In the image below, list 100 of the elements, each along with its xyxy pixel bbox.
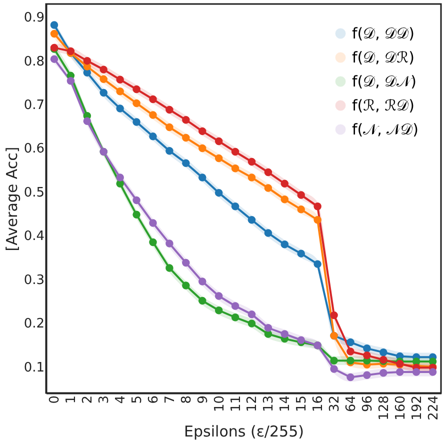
point: [248, 320, 256, 328]
point: [280, 240, 289, 248]
point: [380, 369, 388, 377]
point: [100, 66, 108, 74]
legend-label: f(ℛ, ℛ𝒟): [352, 96, 414, 114]
x-tick-label: 224: [426, 396, 442, 420]
point: [231, 202, 240, 210]
point: [314, 202, 322, 210]
point: [231, 302, 240, 310]
point: [149, 95, 157, 104]
x-tick-label: 3: [97, 396, 112, 404]
point: [198, 144, 206, 152]
x-tick-label: 4: [114, 396, 129, 404]
point: [132, 85, 140, 94]
x-tick-label: 14: [278, 396, 294, 412]
x-tick-label: 128: [376, 396, 392, 420]
point: [198, 278, 206, 286]
point: [214, 154, 223, 162]
point: [116, 174, 124, 182]
x-tick-label: 12: [245, 396, 260, 412]
point: [396, 368, 404, 376]
point: [198, 127, 206, 136]
y-tick-label: 0.5: [24, 185, 44, 200]
x-tick-label: 5: [130, 396, 146, 404]
point: [116, 76, 124, 84]
x-tick-label: 11: [228, 396, 244, 412]
point: [248, 216, 256, 224]
point: [280, 330, 289, 338]
point: [132, 118, 140, 126]
y-axis-title: [Average Acc]: [2, 146, 21, 252]
point: [50, 21, 58, 29]
point: [166, 146, 174, 155]
x-tick-label: 13: [262, 396, 277, 412]
legend-label: f(𝒟, 𝒟ℛ): [352, 48, 414, 66]
y-tick-label: 0.8: [24, 54, 44, 70]
point: [50, 30, 58, 38]
point: [100, 75, 108, 84]
point: [363, 344, 371, 352]
x-tick-label: 2: [80, 396, 96, 404]
point: [346, 348, 354, 356]
point: [149, 132, 157, 140]
x-tick-label: 1: [64, 396, 80, 404]
x-tick-label: 0: [48, 396, 63, 404]
point: [380, 348, 388, 356]
point: [116, 104, 124, 112]
point: [214, 188, 223, 197]
point: [83, 117, 92, 125]
x-tick-label: 9: [196, 396, 211, 404]
point: [166, 123, 174, 132]
point: [198, 296, 206, 305]
x-tick-label: 16: [311, 396, 326, 412]
point: [214, 292, 223, 300]
point: [297, 250, 305, 258]
point: [166, 240, 174, 248]
point: [297, 191, 305, 199]
point: [100, 88, 108, 97]
point: [132, 99, 140, 108]
y-tick-label: 0.7: [24, 98, 44, 114]
point: [363, 352, 371, 360]
point: [50, 55, 58, 63]
point: [182, 282, 190, 290]
point: [149, 219, 157, 227]
point: [66, 77, 75, 85]
point: [330, 311, 338, 320]
point: [363, 371, 371, 379]
x-axis-title: Epsilons (ε/255): [184, 422, 304, 440]
x-tick-label: 10: [212, 396, 228, 412]
point: [198, 174, 206, 182]
point: [314, 260, 322, 268]
point: [264, 168, 272, 176]
point: [166, 264, 174, 272]
point: [330, 356, 338, 365]
x-tick-label: 64: [344, 396, 359, 412]
point: [83, 56, 92, 65]
point: [214, 137, 223, 146]
point: [116, 88, 124, 96]
point: [297, 336, 305, 344]
y-tick-label: 0.4: [24, 229, 44, 244]
y-tick-label: 0.1: [24, 360, 44, 376]
y-tick-label: 0.2: [24, 316, 44, 332]
point: [231, 148, 240, 156]
legend-label: f(𝒟, 𝒟𝒟): [352, 24, 415, 42]
point: [214, 306, 223, 314]
point: [149, 111, 157, 119]
y-tick-label: 0.6: [24, 142, 44, 157]
point: [149, 238, 157, 246]
x-tick-label: 7: [162, 396, 178, 404]
point: [132, 196, 140, 204]
point: [428, 368, 437, 376]
x-tick-label: 96: [360, 396, 376, 412]
point: [182, 159, 190, 167]
legend-label: f(𝒩, 𝒩𝒟): [352, 120, 419, 138]
point: [166, 106, 174, 114]
x-tick-label: 15: [294, 396, 310, 412]
point: [231, 314, 240, 322]
x-tick-label: 32: [328, 396, 343, 412]
y-tick-label: 0.3: [24, 272, 44, 288]
x-tick-label: 8: [179, 396, 194, 404]
point: [412, 368, 420, 376]
point: [264, 229, 272, 237]
